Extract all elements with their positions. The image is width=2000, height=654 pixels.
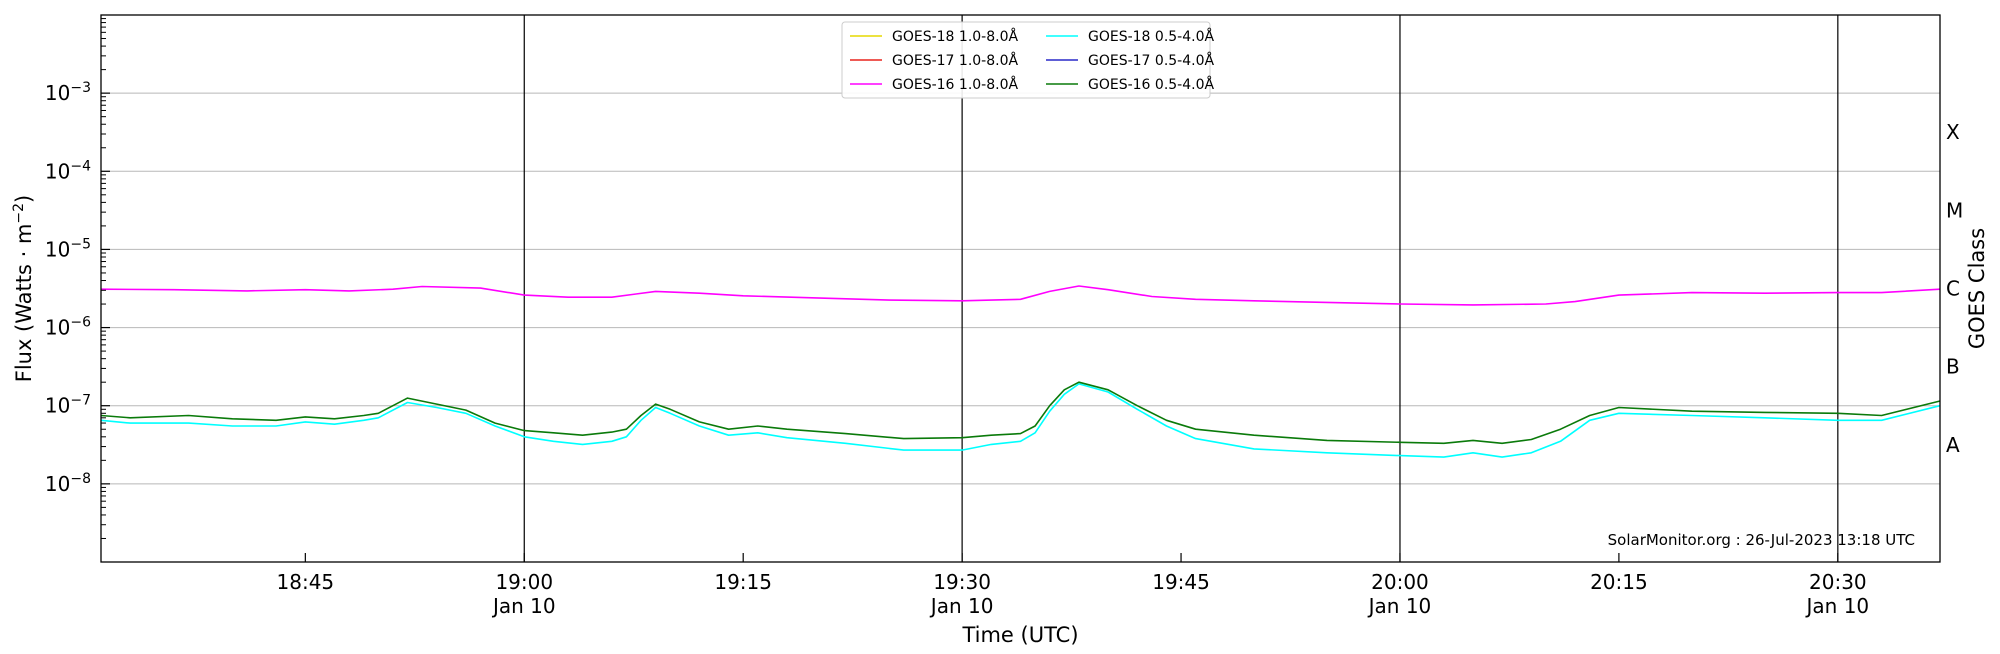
x-tick-label: 19:00 (495, 570, 553, 594)
legend-label-goes-17-1-0-8-0: GOES-17 1.0-8.0Å (892, 52, 1018, 69)
goes-class-label-c: C (1946, 277, 1960, 301)
goes-class-label-x: X (1946, 120, 1960, 144)
legend-box (841, 21, 1211, 99)
date-lines (523, 15, 1839, 562)
y-tick-exponent: −3 (70, 80, 91, 96)
goes-class-label-m: M (1946, 198, 1963, 222)
goes-class-label-b: B (1946, 355, 1960, 379)
y-tick-exponent: −7 (70, 393, 91, 409)
x-tick-date-label: Jan 10 (1805, 594, 1870, 618)
x-tick-date-label: Jan 10 (1367, 594, 1432, 618)
x-axis-title: Time (UTC) (961, 623, 1078, 647)
grid-layer (101, 92, 1940, 485)
y-tick-base: 10 (45, 316, 70, 340)
legend-label-goes-18-1-0-8-0: GOES-18 1.0-8.0Å (892, 28, 1018, 45)
series-line-goes-16-0-5-4-0 (100, 381, 1941, 445)
series-line-goes-16-1-0-8-0 (100, 285, 1941, 306)
y-tick-base: 10 (45, 237, 70, 261)
goes-class-axis-title: GOES Class (1965, 228, 1989, 349)
x-tick-label: 19:30 (933, 570, 991, 594)
y-axis-title: Flux (Watts · m−2) (11, 195, 36, 383)
y-tick-base: 10 (45, 394, 70, 418)
y-axis-title-close: ) (12, 195, 36, 203)
y-tick-label: 10−8 (45, 471, 91, 496)
y-tick-base: 10 (45, 81, 70, 105)
x-tick-label: 18:45 (277, 570, 335, 594)
series-layer (100, 285, 1941, 458)
y-tick-exponent: −5 (70, 236, 91, 252)
y-axis-title-main: Flux (Watts · m (12, 224, 36, 383)
legend-label-goes-16-0-5-4-0: GOES-16 0.5-4.0Å (1088, 76, 1214, 93)
y-tick-exponent: −8 (70, 471, 91, 487)
y-axis-title-exponent: −2 (11, 203, 27, 224)
x-tick-date-label: Jan 10 (929, 594, 994, 618)
goes-class-label-a: A (1946, 433, 1960, 457)
series-line-goes-18-0-5-4-0 (100, 383, 1941, 458)
y-tick-label: 10−5 (45, 236, 91, 261)
credit-text: SolarMonitor.org : 26-Jul-2023 13:18 UTC (1608, 531, 1915, 549)
y-tick-exponent: −6 (70, 315, 91, 331)
x-tick-label: 20:00 (1371, 570, 1429, 594)
y-tick-label: 10−3 (45, 80, 91, 105)
x-tick-date-label: Jan 10 (491, 594, 556, 618)
y-tick-exponent: −4 (70, 158, 91, 174)
legend-label-goes-17-0-5-4-0: GOES-17 0.5-4.0Å (1088, 52, 1214, 69)
legend-label-goes-16-1-0-8-0: GOES-16 1.0-8.0Å (892, 76, 1018, 93)
y-tick-label: 10−4 (45, 158, 91, 183)
plot-frame (100, 14, 1941, 563)
y-tick-label: 10−7 (45, 393, 91, 418)
legend: GOES-18 1.0-8.0Å GOES-17 1.0-8.0Å GOES-16 … (841, 21, 1214, 99)
x-tick-label: 19:45 (1152, 570, 1210, 594)
goes-class-labels: A B C M X (1946, 120, 1963, 457)
y-tick-base: 10 (45, 159, 70, 183)
y-tick-base: 10 (45, 472, 70, 496)
x-tick-label: 20:30 (1809, 570, 1867, 594)
x-tick-label: 19:15 (714, 570, 772, 594)
legend-label-goes-18-0-5-4-0: GOES-18 0.5-4.0Å (1088, 28, 1214, 45)
y-tick-label: 10−6 (45, 315, 91, 340)
x-tick-label: 20:15 (1590, 570, 1648, 594)
